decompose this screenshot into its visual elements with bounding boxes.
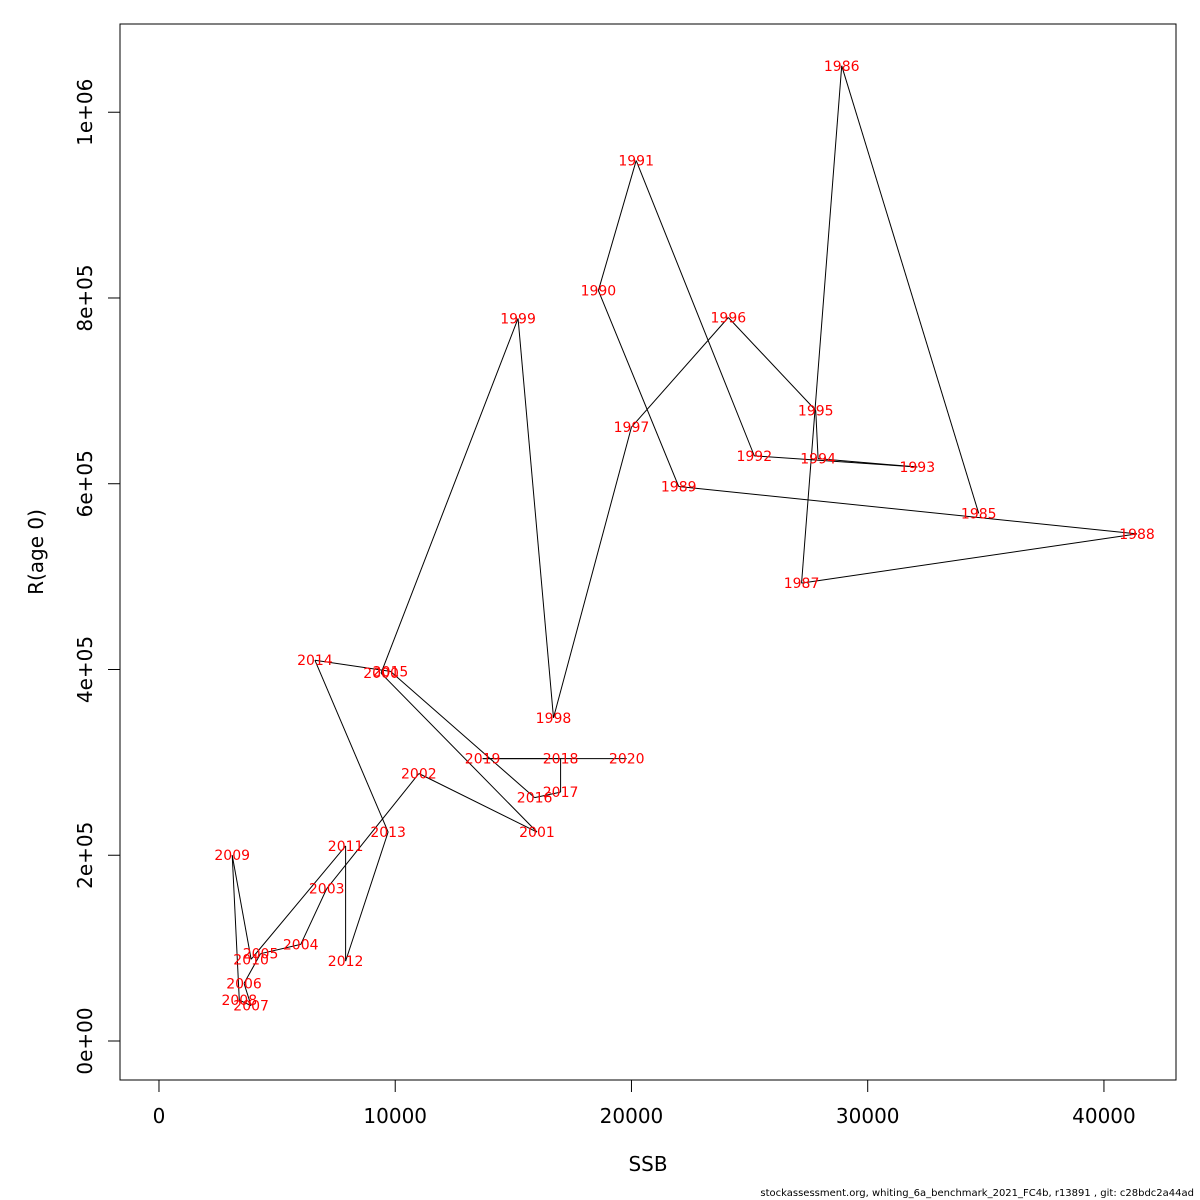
trajectory-segment bbox=[380, 318, 519, 674]
y-axis-title: R(age 0) bbox=[24, 509, 48, 595]
year-label: 1997 bbox=[614, 420, 650, 436]
year-label: 1989 bbox=[661, 480, 697, 496]
year-label: 1992 bbox=[736, 449, 772, 465]
trajectory-segment bbox=[231, 855, 240, 1001]
year-label: 2007 bbox=[233, 999, 269, 1015]
trajectory-segment bbox=[801, 533, 1138, 584]
x-tick-label: 30000 bbox=[836, 1104, 900, 1128]
x-axis-title: SSB bbox=[628, 1152, 667, 1176]
year-label: 2005 bbox=[243, 947, 279, 963]
year-label: 2014 bbox=[297, 653, 333, 669]
trajectory-segment bbox=[314, 659, 391, 672]
year-label: 1993 bbox=[899, 460, 935, 476]
x-tick-label: 20000 bbox=[600, 1104, 664, 1128]
year-label: 1994 bbox=[800, 452, 836, 468]
trajectory-segment bbox=[678, 486, 1138, 535]
trajectory-segment bbox=[250, 845, 346, 960]
year-label: 1991 bbox=[618, 154, 654, 170]
y-tick-label: 8e+05 bbox=[73, 264, 97, 331]
trajectory-segment bbox=[727, 317, 817, 411]
year-label: 2008 bbox=[221, 993, 257, 1009]
trajectory-segment bbox=[300, 888, 328, 945]
year-label: 1996 bbox=[711, 310, 747, 326]
x-axis: 0 10000 20000 30000 40000 bbox=[153, 1079, 1136, 1128]
year-label: 2019 bbox=[465, 752, 501, 768]
x-tick-label: 10000 bbox=[363, 1104, 427, 1128]
trajectory-segment bbox=[418, 773, 538, 833]
y-tick-label: 6e+05 bbox=[73, 450, 97, 517]
trajectory-segment bbox=[231, 855, 252, 960]
trajectory-segment bbox=[597, 290, 680, 487]
trajectory-segment bbox=[553, 426, 632, 718]
trajectory-segment bbox=[801, 65, 843, 584]
y-tick-label: 0e+00 bbox=[73, 1007, 97, 1074]
trajectory-segment bbox=[345, 831, 389, 962]
year-label: 2020 bbox=[609, 752, 645, 768]
sr-trajectory bbox=[231, 65, 1138, 1007]
year-label: 2011 bbox=[328, 839, 364, 855]
year-label: 2009 bbox=[214, 848, 250, 864]
trajectory-segment bbox=[390, 670, 535, 799]
trajectory-segment bbox=[260, 943, 301, 955]
year-label: 2015 bbox=[373, 664, 409, 680]
year-label: 1987 bbox=[784, 576, 820, 592]
footer-source: stockassessment.org, whiting_6a_benchmar… bbox=[760, 1188, 1194, 1199]
year-label: 2002 bbox=[401, 767, 437, 783]
year-label: 2001 bbox=[519, 825, 555, 841]
year-labels: 1985 1986 1987 1988 1989 1990 1991 1992 1993 1994… bbox=[214, 59, 1154, 1015]
year-label: 2018 bbox=[543, 752, 579, 768]
year-label: 1995 bbox=[798, 403, 834, 419]
y-tick-label: 2e+05 bbox=[73, 822, 97, 889]
y-tick-label: 4e+05 bbox=[73, 636, 97, 703]
year-label: 1986 bbox=[824, 59, 860, 75]
year-label: 2000 bbox=[363, 666, 399, 682]
year-label: 2012 bbox=[328, 954, 364, 970]
x-tick-label: 40000 bbox=[1072, 1104, 1136, 1128]
year-label: 1990 bbox=[581, 284, 617, 300]
y-axis: 0e+00 2e+05 4e+05 6e+05 8e+05 1e+06 bbox=[73, 79, 121, 1075]
trajectory-segment bbox=[243, 953, 262, 984]
x-tick-label: 0 bbox=[153, 1104, 166, 1128]
trajectory-segment bbox=[597, 160, 637, 291]
year-label: 2013 bbox=[370, 825, 406, 841]
trajectory-segment bbox=[517, 318, 555, 718]
year-label: 2006 bbox=[226, 976, 262, 992]
year-label: 2003 bbox=[309, 882, 345, 898]
trajectory-segment bbox=[631, 317, 729, 428]
trajectory-segment bbox=[534, 791, 561, 799]
year-label: 2010 bbox=[233, 952, 269, 968]
trajectory-segment bbox=[326, 773, 420, 889]
year-label: 2004 bbox=[283, 937, 319, 953]
trajectory-segment bbox=[243, 983, 252, 1006]
trajectory-segment bbox=[239, 999, 252, 1007]
year-label: 1985 bbox=[961, 506, 997, 522]
trajectory-segment bbox=[815, 410, 819, 459]
year-label: 1999 bbox=[500, 311, 536, 327]
y-tick-label: 1e+06 bbox=[73, 79, 97, 146]
year-label: 1988 bbox=[1119, 527, 1155, 543]
trajectory-segment bbox=[635, 160, 755, 457]
year-label: 2016 bbox=[517, 791, 553, 807]
plot-frame bbox=[119, 23, 1177, 1081]
year-label: 2017 bbox=[543, 785, 579, 801]
year-label: 1998 bbox=[536, 711, 572, 727]
trajectory-segment bbox=[818, 458, 918, 468]
trajectory-segment bbox=[841, 65, 980, 514]
trajectory-segment bbox=[380, 672, 538, 833]
trajectory-segment bbox=[314, 660, 389, 833]
